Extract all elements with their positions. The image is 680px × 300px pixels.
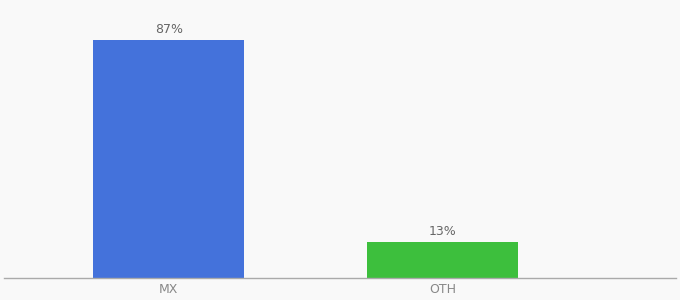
Bar [367,242,518,278]
Bar [93,40,244,278]
Text: 13%: 13% [429,225,457,238]
Text: 87%: 87% [154,23,183,36]
